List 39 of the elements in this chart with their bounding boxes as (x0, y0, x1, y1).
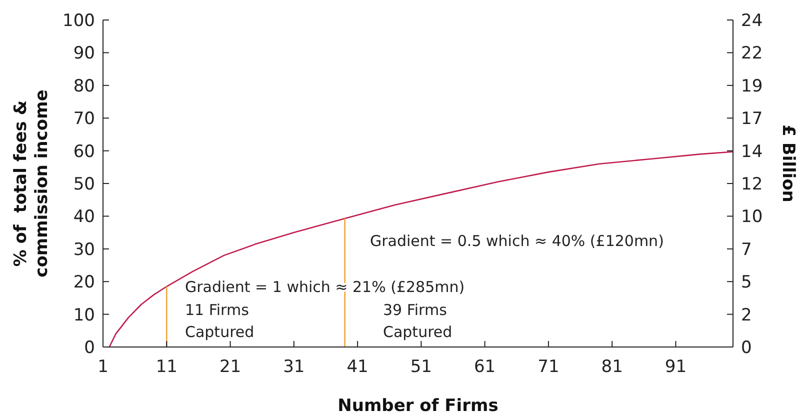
y-tick-label: 0 (84, 338, 95, 358)
y-tick-label: 80 (73, 76, 95, 96)
y-tick-label: 40 (73, 207, 95, 228)
y2-tick-label: 22 (741, 44, 763, 64)
y2-tick-label: 24 (741, 10, 763, 31)
y-axis-title: % of total fees & commission income (11, 90, 52, 278)
y2-tick-label: 14 (741, 142, 763, 162)
y2-tick-label: 17 (741, 109, 763, 130)
y2-axis-title: £ Billion (778, 124, 798, 202)
annotation: 39 Firms Captured (383, 301, 452, 341)
y2-tick-label: 0 (741, 338, 752, 358)
y2-tick-label: 12 (741, 174, 763, 194)
y-tick-label: 70 (73, 109, 95, 130)
x-tick-label: 51 (410, 357, 432, 377)
y-tick-label: 50 (73, 174, 95, 194)
y-tick-label: 30 (73, 240, 95, 260)
y2-tick-label: 10 (741, 207, 763, 228)
y-tick-label: 100 (62, 10, 95, 31)
x-axis-title: Number of Firms (338, 396, 498, 416)
x-tick-label: 11 (156, 357, 178, 377)
y-tick-label: 10 (73, 305, 95, 326)
x-tick-label: 41 (346, 357, 368, 377)
annotation: Gradient = 0.5 which ≈ 40% (£120mn) (370, 232, 664, 250)
y-tick-label: 60 (73, 142, 95, 162)
y-tick-label: 90 (73, 44, 95, 64)
y2-tick-label: 19 (741, 76, 763, 96)
x-tick-label: 1 (98, 357, 108, 377)
x-tick-label: 61 (474, 357, 496, 377)
annotation: 11 Firms Captured (185, 301, 254, 341)
y2-tick-label: 2 (741, 305, 752, 326)
x-tick-label: 91 (664, 357, 687, 377)
x-tick-label: 71 (538, 357, 560, 377)
x-tick-label: 81 (601, 357, 623, 377)
y2-tick-label: 7 (741, 240, 752, 260)
x-tick-label: 21 (219, 357, 242, 377)
y2-tick-label: 5 (741, 272, 752, 293)
x-tick-label: 31 (283, 357, 305, 377)
line-series (108, 151, 734, 348)
y-tick-label: 20 (73, 272, 95, 293)
